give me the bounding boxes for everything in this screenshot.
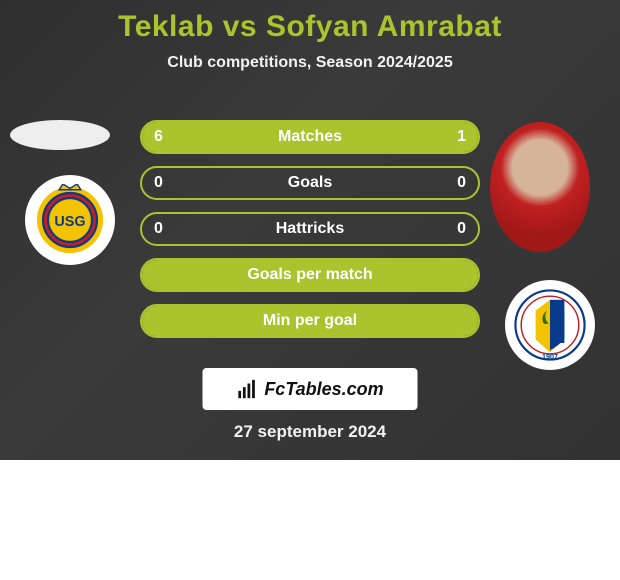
player-photo-left	[10, 120, 110, 150]
stat-value-left: 0	[154, 220, 163, 238]
svg-text:USG: USG	[54, 214, 85, 230]
stat-value-left: 6	[154, 128, 163, 146]
stat-label: Goals	[288, 174, 332, 192]
player-photo-right	[490, 122, 590, 252]
stat-value-left: 0	[154, 174, 163, 192]
stat-bar-hattricks: 0 Hattricks 0	[140, 212, 480, 246]
stat-bar-min-per-goal: Min per goal	[140, 304, 480, 338]
stat-bars: 6 Matches 1 0 Goals 0 0 Hattricks 0 Goal…	[140, 120, 480, 350]
brand-label: FcTables.com	[264, 379, 383, 400]
stat-bar-goals: 0 Goals 0	[140, 166, 480, 200]
stat-label: Goals per match	[247, 266, 372, 284]
club-badge-right: 1907	[505, 280, 595, 370]
chart-icon	[236, 378, 258, 400]
comparison-card: Teklab vs Sofyan Amrabat Club competitio…	[0, 0, 620, 460]
stat-value-right: 0	[457, 174, 466, 192]
page-title: Teklab vs Sofyan Amrabat	[0, 0, 620, 44]
club-badge-left: USG	[25, 175, 115, 265]
bar-fill-left	[142, 122, 404, 152]
stat-label: Hattricks	[276, 220, 344, 238]
fenerbahce-logo-icon: 1907	[514, 289, 586, 361]
stat-value-right: 1	[457, 128, 466, 146]
usg-logo-icon: USG	[34, 184, 106, 256]
brand-tag: FcTables.com	[203, 368, 418, 410]
stat-bar-goals-per-match: Goals per match	[140, 258, 480, 292]
stat-label: Matches	[278, 128, 342, 146]
subtitle: Club competitions, Season 2024/2025	[0, 54, 620, 72]
bar-fill-right	[404, 122, 478, 152]
date-text: 27 september 2024	[0, 422, 620, 442]
stat-bar-matches: 6 Matches 1	[140, 120, 480, 154]
svg-text:1907: 1907	[542, 352, 558, 361]
stat-value-right: 0	[457, 220, 466, 238]
stat-label: Min per goal	[263, 312, 357, 330]
